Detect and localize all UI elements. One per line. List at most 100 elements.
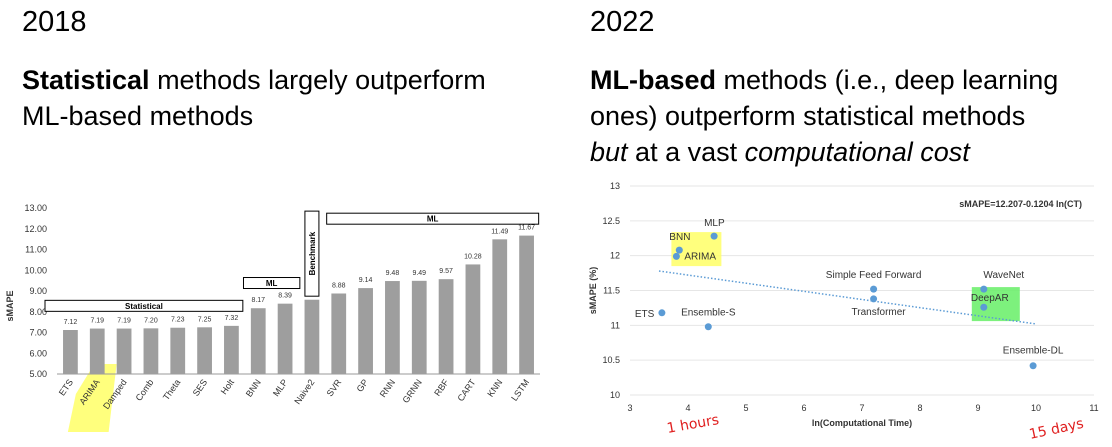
bar-value-label: 7.20 [144, 317, 158, 324]
bar [492, 239, 508, 374]
x-tick-label: GP [355, 377, 371, 393]
group-box-benchmark [304, 210, 320, 297]
right-headline-bold: ML-based [590, 65, 717, 95]
bar-value-label: 11.49 [491, 228, 508, 235]
point-label: DeepAR [971, 293, 1009, 304]
point-label: ARIMA [684, 251, 716, 262]
y-tick-label: 11 [611, 320, 620, 330]
right-headline: ML-based methods (i.e., deep learning on… [590, 62, 1058, 170]
point-label: WaveNet [983, 270, 1024, 281]
bar [63, 330, 78, 374]
x-tick-label: GRNN [400, 377, 423, 404]
x-tick-label: 6 [801, 403, 806, 413]
x-tick-label: Comb [134, 377, 156, 402]
y-tick-label: 12.00 [24, 224, 47, 234]
annotation-1-hour: 1 hours [666, 412, 721, 437]
scatter-point [658, 309, 666, 317]
x-tick-label: KNN [485, 377, 504, 398]
bar-value-label: 8.39 [278, 293, 292, 300]
point-label: BNN [669, 232, 690, 243]
group-box-statistical [44, 299, 244, 312]
scatter-point [980, 303, 988, 311]
y-tick-label: 9.00 [29, 286, 47, 296]
left-headline-bold: Statistical [22, 65, 150, 95]
bar-value-label: 7.19 [117, 318, 131, 325]
bar [358, 288, 373, 374]
y-tick-label: 8.00 [29, 307, 47, 317]
x-tick-label: LSTM [509, 377, 531, 402]
highlight-wavenet-deepar [971, 287, 1020, 322]
bar [170, 327, 186, 374]
x-tick-label: RBF [432, 377, 451, 398]
trendline-equation: sMAPE=12.207-0.1204 ln(CT) [959, 199, 1082, 209]
bar-value-label: 9.57 [439, 268, 453, 275]
y-tick-label: 7.00 [29, 328, 47, 338]
scatter-point [1029, 362, 1037, 370]
bar [385, 281, 400, 374]
left-headline-rest: methods largely outperform [149, 65, 486, 95]
y-tick-label: 11.00 [25, 245, 47, 255]
scatter-point [704, 323, 712, 331]
point-label: Simple Feed Forward [826, 270, 922, 281]
bar [250, 308, 266, 374]
group-label-ml: ML [427, 215, 439, 224]
scatter-point [710, 232, 718, 240]
bar [143, 328, 159, 374]
bar-value-label: 7.12 [64, 319, 78, 326]
x-tick-label: Naive2 [292, 377, 316, 406]
bar [331, 293, 347, 374]
bar [438, 279, 454, 374]
bar [304, 299, 320, 374]
bar-value-label: 11.67 [518, 225, 535, 232]
x-tick-label: MLP [271, 377, 290, 398]
bar-value-label: 8.17 [251, 297, 265, 304]
x-tick-label: SVR [325, 377, 344, 398]
x-tick-label: 4 [685, 403, 690, 413]
group-box-ml [326, 212, 540, 225]
y-tick-label: 5.00 [29, 369, 47, 379]
y-tick-label: 6.00 [29, 348, 47, 358]
y-tick-label: 13 [610, 181, 620, 191]
bar [519, 235, 534, 374]
left-headline-line2: ML-based methods [22, 101, 254, 131]
scatter-point [870, 295, 878, 303]
x-axis-label: ln(Computational Time) [812, 418, 912, 428]
y-tick-label: 13.00 [24, 203, 47, 213]
annotation-15-days: 15 days [1028, 416, 1085, 443]
trendline [658, 270, 1037, 325]
bar [411, 280, 427, 374]
bar-value-label: 7.32 [225, 315, 239, 322]
bar [197, 327, 212, 374]
bar-value-label: 8.88 [332, 282, 346, 289]
right-headline-italic-but: but [590, 137, 628, 167]
scatter-chart: 10 10.5 11 11.5 12 12.5 13 3 4 5 6 7 8 9 10 11 ln(Comput… [588, 181, 1099, 443]
right-headline-line2: ones) outperform statistical methods [590, 101, 1026, 131]
x-tick-label: 11 [1089, 403, 1098, 413]
right-year-title: 2022 [590, 6, 655, 38]
y-axis-label: sMAPE (%) [588, 267, 598, 315]
x-tick-label: BNN [244, 377, 263, 398]
x-tick-label: Holt [219, 377, 237, 396]
bar-value-label: 7.23 [171, 317, 185, 324]
point-label: Ensemble-S [681, 308, 736, 319]
y-tick-label: 12 [610, 251, 620, 261]
bar-value-label: 7.25 [198, 316, 212, 323]
y-tick-label: 12.5 [602, 216, 620, 226]
y-tick-label: 11.5 [603, 286, 620, 296]
x-tick-label: RNN [378, 377, 397, 399]
bar-value-label: 9.48 [386, 270, 400, 277]
point-label: MLP [704, 218, 725, 229]
right-headline-mid: at a vast [627, 137, 745, 167]
scatter-point [980, 285, 988, 293]
x-tick-label: 8 [917, 403, 922, 413]
bar-value-label: 10.28 [464, 253, 482, 260]
point-label: Ensemble-DL [1003, 346, 1064, 357]
bar-value-label: 7.19 [90, 318, 104, 325]
scatter-point [672, 252, 680, 260]
highlight-arima [67, 364, 117, 432]
right-headline-italic-cost: computational cost [744, 137, 970, 167]
y-tick-label: 10.5 [602, 355, 620, 365]
x-tick-label: Theta [161, 377, 182, 402]
x-tick-label: SES [191, 377, 210, 397]
y-tick-label: 10.00 [24, 265, 47, 275]
